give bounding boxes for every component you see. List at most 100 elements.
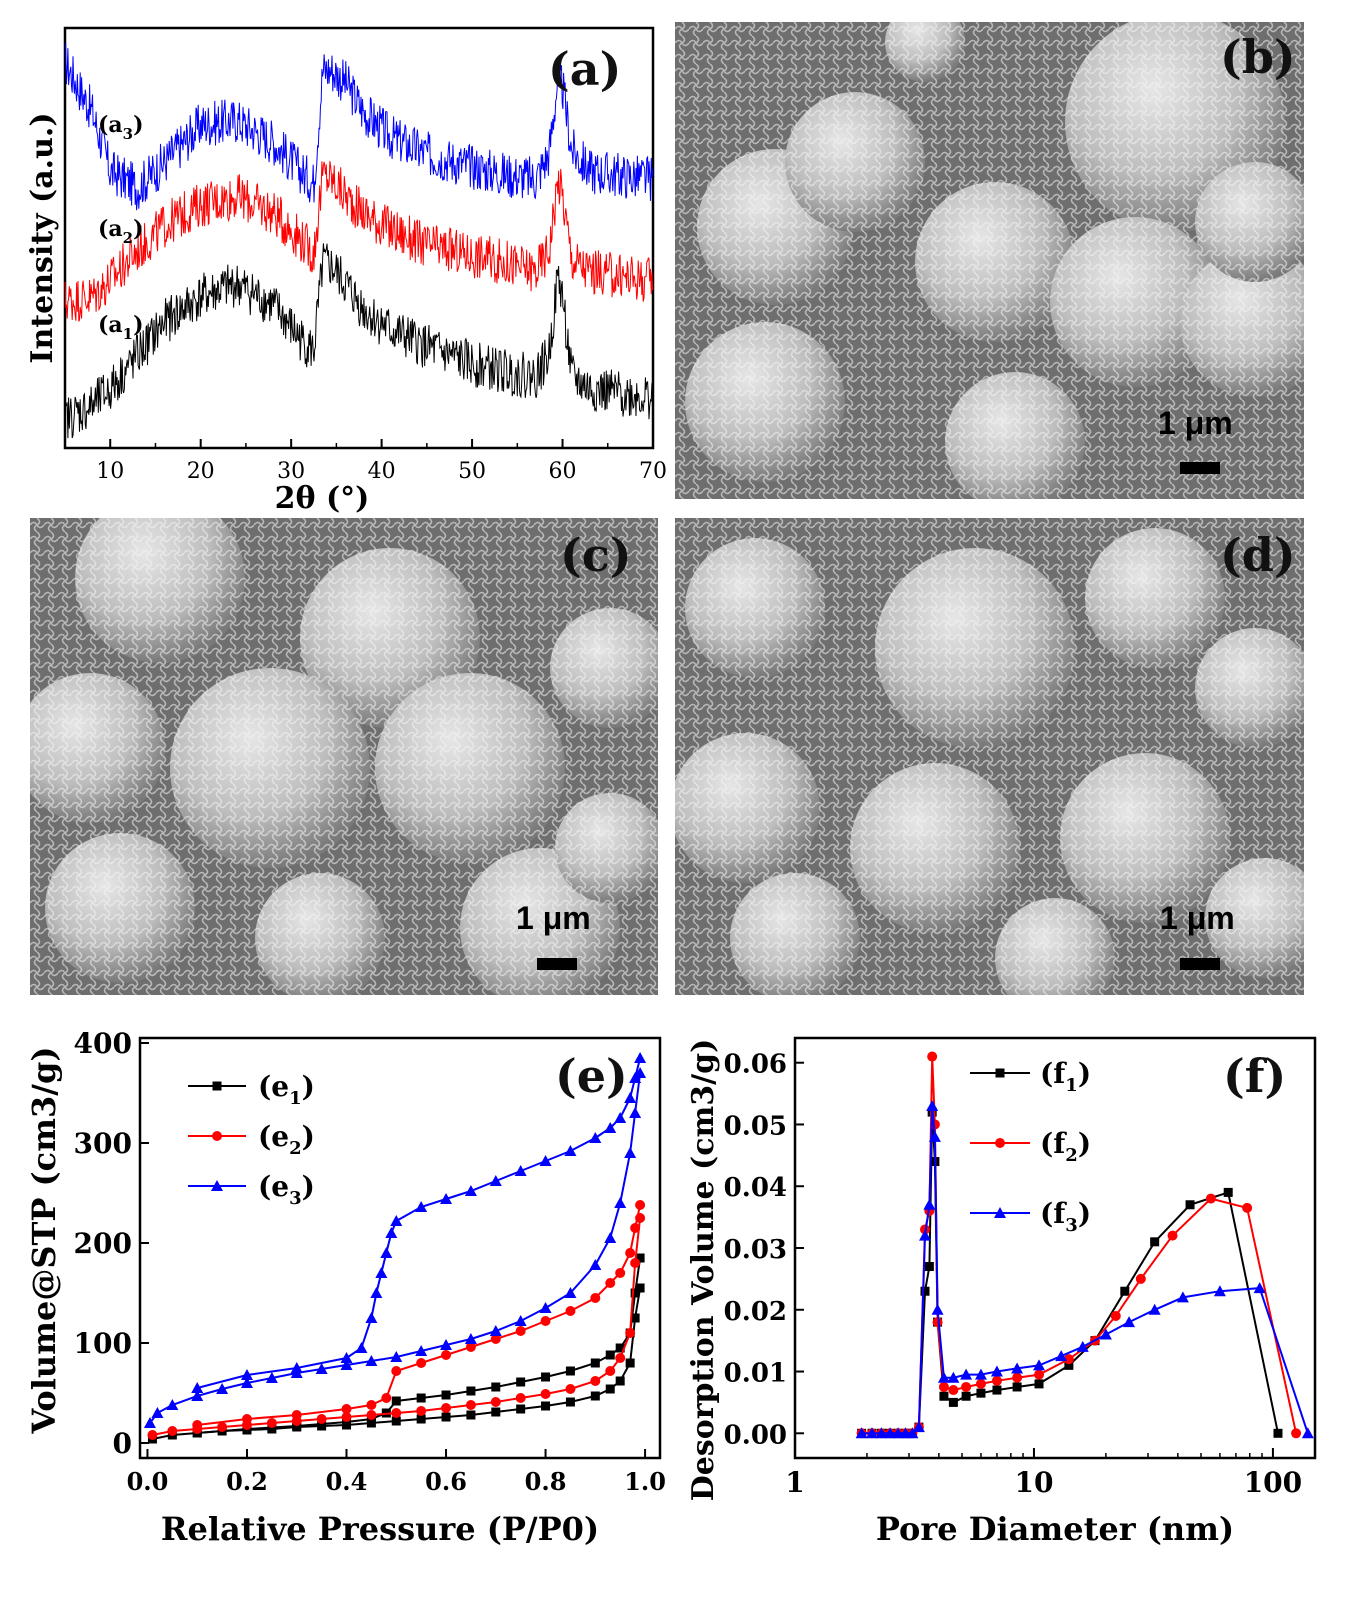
pore-point-1 — [1120, 1286, 1130, 1296]
isotherm-point-2 — [465, 1342, 476, 1352]
pore-distribution-chart: 1 10 100 0.00 0.01 0.02 0.03 0.04 0.05 0.06 (f1) (… — [686, 1036, 1317, 1548]
isotherm-x-tick-label: 0.4 — [326, 1467, 368, 1496]
pore-point-3 — [1301, 1427, 1314, 1439]
sem-texture-b — [675, 22, 1304, 499]
isotherm-point-2 — [515, 1326, 526, 1336]
panel-label-d: (d) — [1220, 528, 1296, 582]
isotherm-point-3 — [539, 1302, 552, 1313]
isotherm-point-3 — [604, 1122, 617, 1133]
pore-point-3 — [919, 1229, 932, 1241]
isotherm-point-3 — [290, 1362, 303, 1373]
isotherm-point-3 — [390, 1351, 403, 1362]
isotherm-point-1 — [615, 1343, 625, 1353]
pore-y-tick-label: 0.00 — [724, 1420, 787, 1450]
isotherm-point-3 — [385, 1227, 398, 1238]
isotherm-point-1 — [441, 1412, 451, 1422]
isotherm-point-3 — [365, 1312, 378, 1323]
isotherm-point-3 — [564, 1145, 577, 1156]
pore-point-3 — [990, 1365, 1003, 1377]
isotherm-x-axis-label: Relative Pressure (P/P0) — [161, 1510, 599, 1548]
isotherm-x-tick-label: 1.0 — [624, 1467, 666, 1496]
isotherm-point-3 — [315, 1363, 328, 1374]
panel-label-a: (a) — [548, 42, 621, 96]
isotherm-point-1 — [416, 1414, 426, 1424]
pore-point-2 — [1063, 1354, 1074, 1365]
isotherm-point-1 — [590, 1358, 600, 1368]
pore-point-1 — [1064, 1360, 1074, 1370]
isotherm-point-1 — [565, 1366, 575, 1376]
isotherm-point-2 — [381, 1393, 392, 1403]
pore-y-tick-label: 0.03 — [724, 1235, 787, 1265]
pore-point-2 — [1205, 1193, 1216, 1204]
pore-y-axis-label: Desorption Volume (cm3/g) — [686, 1039, 721, 1502]
isotherm-legend-label: (e3) — [258, 1170, 315, 1209]
pore-point-3 — [875, 1427, 888, 1439]
pore-point-2 — [1110, 1310, 1121, 1321]
isotherm-point-2 — [416, 1358, 427, 1368]
isotherm-legend-marker — [211, 1180, 223, 1191]
pore-point-2 — [961, 1381, 972, 1392]
panel-label-e: (e) — [555, 1049, 628, 1103]
pore-x-tick-label: 100 — [1244, 1466, 1302, 1499]
isotherm-point-2 — [490, 1397, 501, 1407]
pore-point-2 — [1167, 1230, 1178, 1241]
panel-label-f: (f) — [1223, 1049, 1286, 1103]
isotherm-point-3 — [415, 1345, 428, 1356]
isotherm-point-3 — [380, 1247, 393, 1258]
isotherm-point-1 — [541, 1372, 551, 1382]
isotherm-point-1 — [491, 1407, 501, 1417]
pore-point-1 — [961, 1391, 971, 1401]
isotherm-point-2 — [590, 1376, 601, 1386]
pore-point-3 — [906, 1427, 919, 1439]
isotherm-point-3 — [514, 1165, 527, 1176]
pore-point-3 — [928, 1130, 941, 1142]
isotherm-point-1 — [491, 1382, 501, 1392]
pore-point-1 — [1185, 1200, 1195, 1210]
pore-point-3 — [931, 1303, 944, 1315]
isotherm-point-2 — [441, 1350, 452, 1360]
pore-x-tick-label: 1 — [785, 1466, 804, 1499]
isotherm-point-1 — [605, 1384, 615, 1394]
isotherm-point-3 — [240, 1369, 253, 1380]
isotherm-point-2 — [391, 1408, 402, 1418]
scale-label-b: 1 μm — [1158, 405, 1233, 441]
panel-label-c: (c) — [560, 528, 632, 582]
isotherm-point-2 — [565, 1384, 576, 1394]
isotherm-point-2 — [192, 1420, 203, 1430]
pore-point-3 — [974, 1368, 987, 1380]
scale-bar-d — [1180, 958, 1220, 970]
pore-legend-label: (f2) — [1040, 1127, 1091, 1166]
pore-point-2 — [1291, 1428, 1302, 1439]
isotherm-point-2 — [441, 1403, 452, 1413]
isotherm-point-3 — [440, 1339, 453, 1350]
isotherm-y-tick-label: 300 — [74, 1127, 132, 1160]
isotherm-point-3 — [624, 1147, 637, 1158]
isotherm-point-3 — [564, 1287, 577, 1298]
sem-particles-b — [675, 22, 1304, 499]
pore-point-2 — [975, 1378, 986, 1389]
isotherm-point-3 — [604, 1232, 617, 1243]
pore-point-3 — [947, 1371, 960, 1383]
isotherm-point-3 — [634, 1052, 647, 1063]
pore-legend-marker — [995, 1068, 1005, 1078]
isotherm-point-3 — [143, 1417, 156, 1428]
pore-y-tick-label: 0.02 — [724, 1297, 787, 1327]
isotherm-point-1 — [635, 1283, 645, 1293]
scale-bar-b — [1180, 462, 1220, 474]
xrd-x-tick-label: 70 — [639, 459, 667, 484]
isotherm-y-tick-label: 400 — [74, 1027, 132, 1060]
isotherm-point-2 — [341, 1412, 352, 1422]
isotherm-x-tick-label: 0.0 — [127, 1467, 169, 1496]
pore-point-3 — [1213, 1285, 1226, 1297]
isotherm-point-2 — [416, 1406, 427, 1416]
isotherm-point-2 — [630, 1223, 641, 1233]
isotherm-line-3-desorption — [196, 1057, 642, 1389]
isotherm-point-3 — [634, 1067, 647, 1078]
sem-image-b — [675, 22, 1304, 499]
pore-point-2 — [1012, 1372, 1023, 1383]
isotherm-legend-label: (e2) — [258, 1120, 315, 1159]
isotherm-x-tick-label: 0.2 — [226, 1467, 268, 1496]
pore-legend-marker — [994, 1207, 1006, 1218]
pore-y-tick-label: 0.01 — [724, 1359, 787, 1389]
pore-point-2 — [991, 1375, 1002, 1386]
